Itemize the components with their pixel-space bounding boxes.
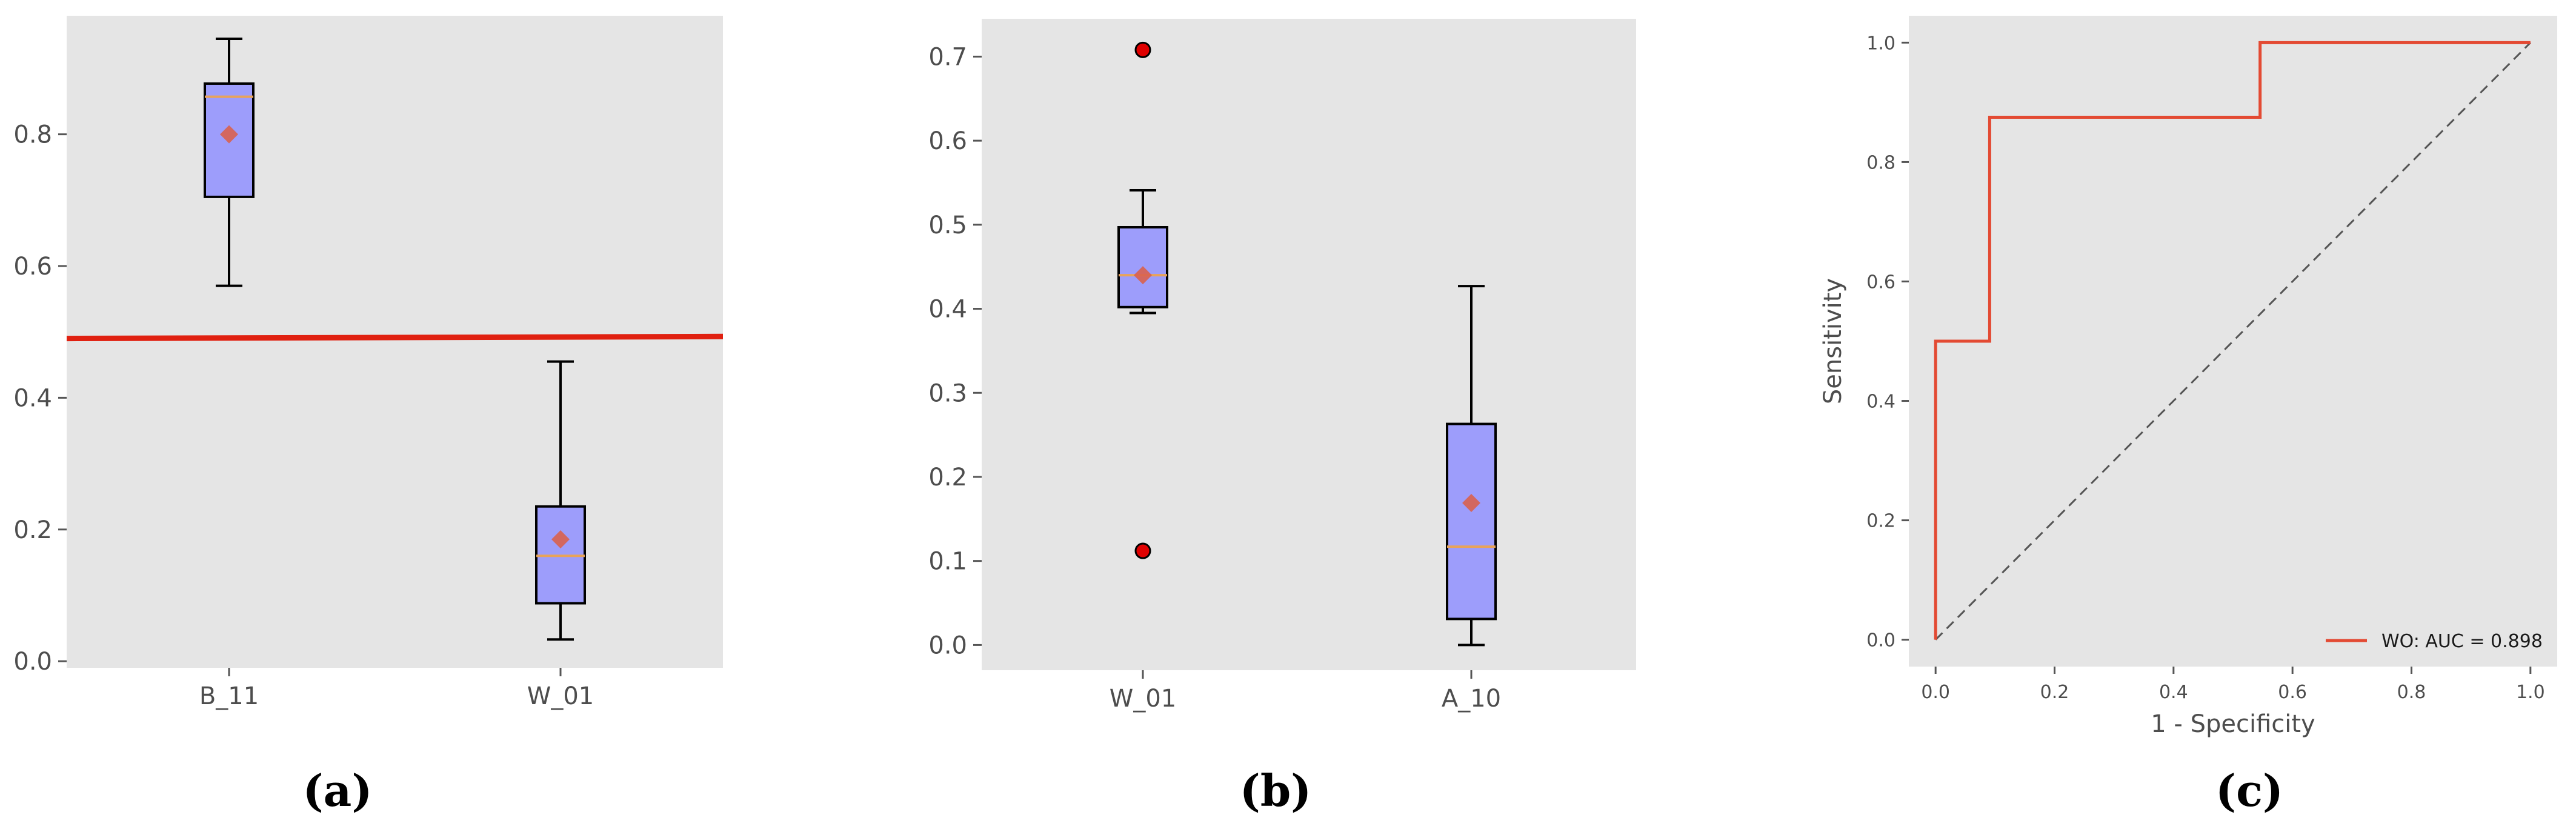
panel-c-roc: 0.0 0.2 0.4 0.6 0.8 1.0 0.0 0.2 0.4 0.6 0.8 1.0 WO… [1819,16,2557,816]
panel-b-y-ticks: 0.0 0.1 0.2 0.3 0.4 0.5 0.6 0.7 [928,43,982,659]
y-tick-label: 0.3 [928,379,967,407]
x-tick-label: 0.8 [2397,682,2426,703]
y-tick-label: 0.5 [928,211,967,239]
y-tick-label: 0.0 [1866,630,1895,651]
panel-a-plot-area [67,16,723,668]
panel-a-boxes [204,38,586,641]
mean-marker [1134,266,1152,285]
panel-c-roc-curve [1934,41,2531,640]
y-tick-label: 0.2 [928,464,967,491]
panel-c-legend: WO: AUC = 0.898 [2326,631,2543,652]
y-tick-label: 0.4 [13,384,52,412]
x-tick-label: W_01 [1110,685,1176,713]
y-tick-label: 0.4 [928,296,967,324]
panel-b-x-ticks: W_01 A_10 [1110,670,1501,713]
x-tick-label: 1.0 [2516,682,2545,703]
y-tick-label: 0.6 [928,127,967,155]
y-tick-label: 0.1 [928,548,967,576]
box-iqr [1446,422,1497,621]
x-tick-label: W_01 [527,682,594,710]
panel-b-boxes [1117,41,1497,647]
y-tick-label: 0.6 [13,253,52,281]
mean-marker [220,125,238,144]
y-tick-label: 0.2 [1866,511,1895,532]
x-tick-label: A_10 [1442,685,1501,713]
x-tick-label: B_11 [199,682,259,710]
outlier-point [1134,542,1151,559]
panel-b-label: (b) [1240,765,1311,816]
panel-c-x-ticks: 0.0 0.2 0.4 0.6 0.8 1.0 [1921,667,2545,703]
y-tick-label: 0.0 [928,631,967,659]
y-tick-label: 0.8 [1866,152,1895,173]
panel-c-y-ticks: 0.0 0.2 0.4 0.6 0.8 1.0 [1866,33,1909,651]
x-tick-label: 0.0 [1921,682,1950,703]
x-tick-label: 0.6 [2278,682,2307,703]
panel-b-boxplot: 0.0 0.1 0.2 0.3 0.4 0.5 0.6 0.7 W_01 A_10 (b) [928,19,1636,816]
panel-c-y-axis-title: Sensitivity [1819,278,1847,404]
x-tick-label: 0.2 [2040,682,2069,703]
panel-c-reference-diagonal [1935,42,2531,641]
y-tick-label: 0.4 [1866,391,1895,413]
panel-a-label: (a) [303,765,373,816]
panel-a-x-ticks: B_11 W_01 [199,668,594,710]
mean-marker [551,530,570,549]
panel-a-y-ticks: 0.0 0.2 0.4 0.6 0.8 [13,121,67,676]
panel-b-plot-area [982,19,1636,670]
panel-a-threshold-line [66,333,724,342]
y-tick-label: 0.8 [13,121,52,149]
y-tick-label: 0.7 [928,43,967,71]
x-tick-label: 0.4 [2159,682,2188,703]
outlier-point [1134,41,1151,58]
mean-marker [1462,493,1480,512]
panel-c-x-axis-title: 1 - Specificity [2151,710,2315,738]
y-tick-label: 0.2 [13,516,52,544]
legend-entry: WO: AUC = 0.898 [2381,631,2543,652]
panel-a-boxplot: 0.0 0.2 0.4 0.6 0.8 B_11 W_01 (a) [13,16,724,816]
panel-c-label: (c) [2215,765,2283,816]
y-tick-label: 0.0 [13,648,52,676]
y-tick-label: 1.0 [1866,33,1895,54]
y-tick-label: 0.6 [1866,271,1895,293]
